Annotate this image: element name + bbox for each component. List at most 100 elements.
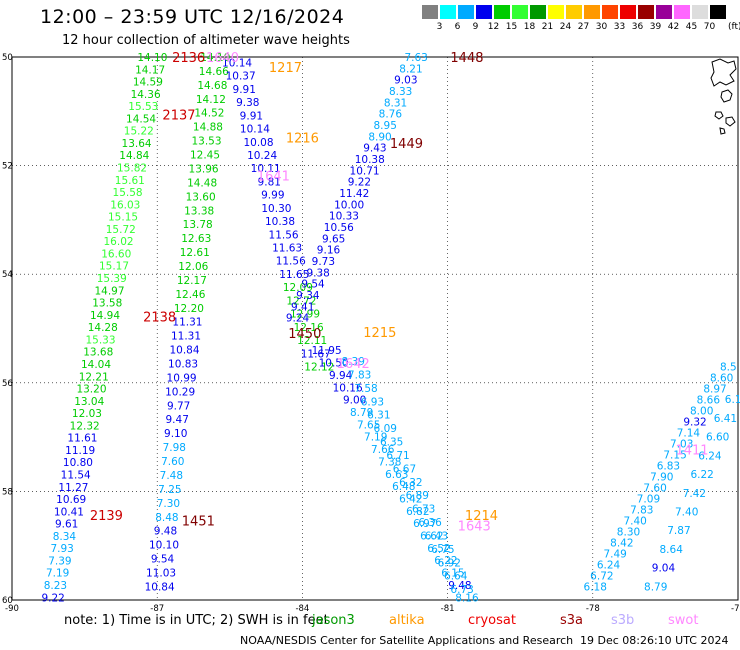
wave-height-value: 6.15 bbox=[441, 568, 464, 580]
wave-height-value: 8.79 bbox=[350, 407, 373, 419]
lon-tick-label: -84 bbox=[295, 604, 309, 614]
wave-height-value: 10.24 bbox=[247, 150, 277, 162]
wave-height-value: 12.17 bbox=[177, 275, 207, 287]
wave-height-value: 8.64 bbox=[660, 544, 684, 556]
legend-label: 30 bbox=[595, 22, 608, 32]
wave-height-value: 7.30 bbox=[157, 498, 180, 510]
wave-height-value: 7.19 bbox=[46, 568, 69, 580]
map-frame bbox=[11, 56, 739, 601]
footer-note: note: 1) Time is in UTC; 2) SWH is in fe… bbox=[64, 613, 329, 628]
island-outline bbox=[714, 111, 724, 120]
pass-time-label: 1642 bbox=[337, 357, 370, 372]
wave-height-value: 6.83 bbox=[657, 460, 680, 472]
wave-height-value: 9.73 bbox=[312, 256, 335, 268]
pass-time-label: 2139 bbox=[90, 509, 123, 524]
wave-height-value: 10.41 bbox=[54, 506, 84, 518]
wave-height-value: 10.14 bbox=[222, 57, 252, 69]
wave-height-value: 14.04 bbox=[81, 359, 111, 371]
wave-height-value: 6.82 bbox=[406, 506, 429, 518]
island-outline bbox=[720, 89, 733, 103]
legend-swatch bbox=[548, 5, 565, 19]
wave-height-value: 14.88 bbox=[193, 122, 223, 134]
track-2136: 14.1014.1714.5914.3615.5314.5415.2213.64… bbox=[41, 52, 167, 604]
wave-height-value: 9.38 bbox=[236, 97, 259, 109]
track-1642: 8.397.83 7.586.93 6.316.09 6.356.716.67 6.32… bbox=[342, 356, 474, 596]
coastline-islands bbox=[710, 58, 737, 135]
wave-height-value: 6.73 bbox=[412, 504, 435, 516]
wave-height-value: 6.32 bbox=[399, 477, 422, 489]
wave-height-value: 7.39 bbox=[48, 555, 71, 567]
pass-time-label: 1450 bbox=[288, 327, 321, 342]
wave-height-value: 6.48 bbox=[392, 481, 415, 493]
wave-height-value: 8.90 bbox=[368, 131, 391, 143]
wave-height-value: 9.03 bbox=[394, 75, 417, 87]
legend-swatch bbox=[440, 5, 457, 19]
wave-height-value: 7.25 bbox=[158, 484, 181, 496]
wave-height-value: 8.97 bbox=[703, 384, 726, 396]
wave-height-value: 6.72 bbox=[590, 570, 613, 582]
wave-height-value: 6.63 bbox=[385, 469, 408, 481]
wave-height-value: 12.20 bbox=[174, 303, 204, 315]
wave-height-value: 8.34 bbox=[53, 531, 77, 543]
legend-label: 9 bbox=[472, 22, 479, 32]
pass-time-label: 1411 bbox=[675, 444, 708, 459]
wave-height-value: 15.33 bbox=[85, 334, 115, 346]
satellite-name-jason3: jason3 bbox=[312, 613, 355, 628]
wave-height-value: 14.10 bbox=[137, 52, 167, 64]
wave-height-value: 14.10 bbox=[200, 52, 230, 64]
legend-unit: (ft) bbox=[728, 22, 740, 32]
wave-height-value: 10.33 bbox=[329, 211, 359, 223]
wave-height-value: 7.66 bbox=[371, 444, 395, 456]
wave-height-value: 9.54 bbox=[151, 554, 175, 566]
wave-height-value: 15.17 bbox=[99, 261, 129, 273]
wave-height-value: 12.32 bbox=[70, 420, 100, 432]
legend-label: 6 bbox=[454, 22, 461, 32]
wave-height-value: 11.19 bbox=[65, 445, 95, 457]
island-outline bbox=[725, 116, 736, 127]
wave-height-value: 8.76 bbox=[379, 109, 403, 121]
wave-height-value: 11.56 bbox=[276, 256, 306, 268]
legend-label: 15 bbox=[505, 22, 518, 32]
pass-time-label: 1643 bbox=[458, 520, 491, 535]
wave-height-value: 11.67 bbox=[301, 348, 331, 360]
wave-height-value: 14.59 bbox=[133, 77, 163, 89]
wave-height-value: 7.93 bbox=[50, 543, 73, 555]
wave-height-value: 14.97 bbox=[94, 285, 124, 297]
track-1214: 8.58.608.978.668.009.327.147.037.156.837… bbox=[584, 362, 737, 594]
wave-height-value: 8.30 bbox=[617, 526, 640, 538]
pass-time-label: 1448 bbox=[450, 51, 483, 66]
wave-height-value: 12.12 bbox=[304, 362, 334, 374]
lat-tick-label: 60 bbox=[2, 596, 13, 606]
wave-height-value: 10.10 bbox=[149, 540, 179, 552]
wave-height-value: 9.61 bbox=[55, 519, 78, 531]
axis-tick-labels: 50 52 54 56 58 60-90 -87 -84 -81 -78 -75 bbox=[2, 53, 740, 614]
legend-label: 36 bbox=[631, 22, 644, 32]
satellite-name-s3b: s3b bbox=[611, 613, 635, 628]
legend-swatch bbox=[710, 5, 727, 19]
wave-height-value: 12.03 bbox=[72, 408, 102, 420]
wave-height-value: 9.22 bbox=[348, 177, 371, 189]
wave-height-value: 11.56 bbox=[269, 229, 299, 241]
island-outline bbox=[710, 58, 737, 87]
track-1448: 7.638.219.038.338.318.768.958.909.4310.3… bbox=[286, 52, 428, 325]
wave-height-value: 8.31 bbox=[384, 97, 407, 109]
wave-height-value: 11.65 bbox=[279, 269, 309, 281]
satellite-name-cryosat: cryosat bbox=[468, 613, 516, 628]
wave-height-value: 6.67 bbox=[393, 463, 416, 475]
legend-label: 45 bbox=[685, 22, 698, 32]
legend-label: 24 bbox=[559, 22, 572, 32]
credit-line: NOAA/NESDIS Center for Satellite Applica… bbox=[240, 634, 574, 647]
wave-height-value: 16.03 bbox=[110, 199, 140, 211]
lat-tick-label: 56 bbox=[2, 379, 13, 389]
wave-height-value: 13.38 bbox=[184, 205, 214, 217]
wave-height-value: 13.53 bbox=[191, 136, 221, 148]
wave-height-value: 9.00 bbox=[343, 395, 366, 407]
wave-height-value: 9.48 bbox=[154, 526, 177, 538]
wave-height-value: 6.22 bbox=[434, 555, 457, 567]
wave-height-value: 10.71 bbox=[350, 165, 380, 177]
legend-label: 3 bbox=[436, 22, 443, 32]
wave-height-value: 8.95 bbox=[374, 120, 397, 132]
wave-height-value: 9.65 bbox=[322, 233, 345, 245]
legend-label: 21 bbox=[541, 22, 554, 32]
